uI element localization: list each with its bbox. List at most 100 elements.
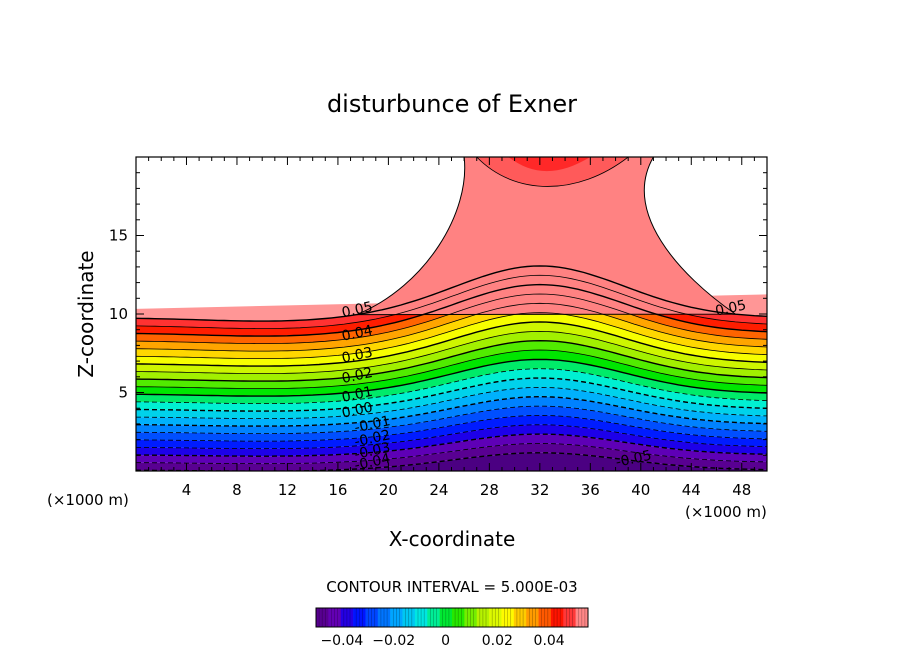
colorbar-cell (427, 608, 440, 627)
colorbar-frame (315, 607, 589, 628)
contour-label: -0.05 (614, 448, 653, 471)
contour-label: 0.00 (340, 400, 374, 422)
y-axis-ticks: 5 10 15 (109, 172, 767, 456)
colorbar-cell (526, 608, 539, 627)
x-unit-left: (×1000 m) (47, 491, 129, 509)
contour-interval-text: CONTOUR INTERVAL = 5.000E-03 (326, 578, 577, 596)
contour-label: -0.04 (353, 451, 392, 474)
contour-line (136, 358, 767, 397)
y-axis-label: Z-coordinate (74, 250, 98, 377)
colorbar-tick-label: 0 (441, 633, 450, 649)
contour-line (136, 368, 767, 404)
contour-line (136, 321, 767, 367)
y-tick-label: 15 (109, 227, 128, 245)
contour-line (136, 377, 767, 412)
colorbar-tick-label: 0.04 (534, 633, 565, 649)
x-tick-label: 40 (631, 481, 650, 499)
contour-band (136, 359, 767, 404)
contour-band (136, 452, 767, 471)
x-tick-label: 16 (328, 481, 347, 499)
contour-label: -0.03 (353, 440, 392, 463)
x-tick-label: 4 (182, 481, 192, 499)
x-unit-right: (×1000 m) (685, 503, 767, 521)
x-axis-label: X-coordinate (389, 527, 516, 551)
contour-line (136, 424, 767, 450)
contour-band (136, 396, 767, 434)
contour-line (136, 414, 767, 442)
colorbar-cell (538, 608, 552, 627)
colorbar-cell (316, 608, 329, 627)
colorbar-cell (513, 608, 527, 627)
contour-label: 0.05 (340, 299, 374, 321)
contour-line (136, 433, 767, 457)
contour-line (136, 312, 767, 359)
x-axis-ticks: 4 8 12 16 20 24 28 32 36 40 44 48 (148, 157, 755, 499)
colorbar-cell (414, 608, 428, 627)
colorbar-cell (476, 608, 490, 627)
x-tick-label: 8 (232, 481, 242, 499)
contour-band (136, 350, 767, 397)
contour-band (136, 406, 767, 442)
contour-line (356, 157, 738, 316)
colorbar-cell (575, 608, 589, 627)
colorbar-tick-label: −0.02 (372, 633, 415, 649)
contour-band (508, 157, 591, 172)
colorbar-cell (353, 608, 366, 627)
contour-label: 0.02 (340, 365, 374, 387)
contour-line (136, 330, 767, 374)
x-tick-label: 36 (581, 481, 600, 499)
colorbar-cell (402, 608, 416, 627)
colorbar-tick-label: 0.02 (482, 633, 513, 649)
contour-line (136, 293, 767, 344)
colorbar (315, 607, 589, 628)
colorbar-cell (489, 608, 502, 627)
colorbar-cell (550, 608, 564, 627)
contour-label: -0.01 (353, 413, 392, 436)
contour-band (136, 340, 767, 389)
colorbar-cell (501, 608, 515, 627)
contour-line (136, 349, 767, 389)
colorbar-cell (464, 608, 478, 627)
contour-label: -0.02 (353, 427, 392, 450)
contour-band (356, 157, 736, 315)
x-tick-label: 28 (480, 481, 499, 499)
colorbar-cell (377, 608, 391, 627)
x-tick-label: 44 (682, 481, 701, 499)
colorbar-cell (365, 608, 379, 627)
contour-line (136, 302, 767, 352)
plot-area (136, 157, 767, 471)
contour-band (136, 434, 767, 464)
colorbar-cell (340, 608, 354, 627)
contour-line (136, 442, 767, 465)
contour-labels: 0.050.040.030.020.010.00-0.01-0.02-0.03-… (340, 297, 747, 474)
contour-band (136, 368, 767, 412)
chart-title: disturbunce of Exner (327, 90, 577, 118)
colorbar-cell (439, 608, 453, 627)
contour-band (136, 303, 767, 359)
contour-line (136, 386, 767, 419)
contour-band (136, 387, 767, 427)
x-tick-label: 24 (429, 481, 448, 499)
contour-line (136, 274, 767, 329)
contour-band (136, 415, 767, 449)
colorbar-cell (390, 608, 403, 627)
contour-band (136, 424, 767, 457)
y-tick-label: 5 (118, 384, 128, 402)
contour-band (136, 443, 767, 471)
contour-line (136, 339, 767, 382)
y-tick-label: 10 (109, 305, 128, 323)
contour-line (136, 395, 767, 427)
colorbar-tick-labels: −0.04 −0.02 0 0.02 0.04 (320, 633, 564, 649)
x-tick-label: 48 (732, 481, 751, 499)
x-tick-label: 12 (278, 481, 297, 499)
x-tick-label: 32 (530, 481, 549, 499)
contour-label: 0.05 (714, 297, 748, 319)
contour-line (136, 405, 767, 434)
contour-line (136, 265, 767, 322)
contour-line (476, 157, 629, 187)
contour-lines (136, 157, 767, 471)
colorbar-tick-label: −0.04 (320, 633, 363, 649)
colorbar-cell (563, 608, 576, 627)
x-tick-label: 20 (379, 481, 398, 499)
